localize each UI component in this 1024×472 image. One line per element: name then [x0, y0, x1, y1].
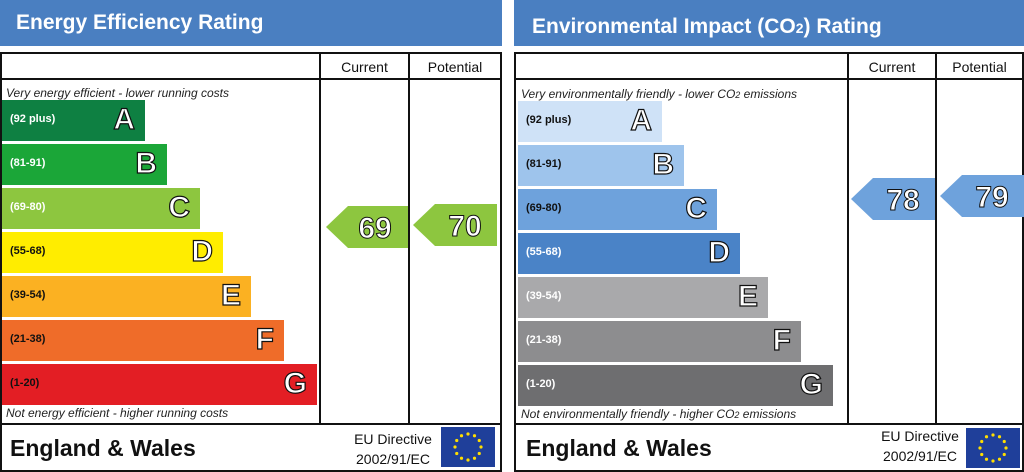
band-range: (1-20): [526, 378, 556, 390]
rating-band-g: (1-20) G: [518, 365, 833, 406]
potential-rating-value: 70: [448, 210, 481, 243]
rating-band-g: (1-20) G: [2, 364, 317, 405]
current-rating-arrow: 69: [326, 206, 408, 248]
band-range: (21-38): [10, 333, 46, 345]
band-range: (92 plus): [526, 114, 572, 126]
column-potential: Potential: [952, 59, 1007, 75]
current-rating-value: 69: [358, 212, 391, 245]
band-letter: G: [799, 367, 824, 401]
column-current: Current: [868, 59, 916, 75]
eu-directive-text: EU Directive 2002/91/EC: [881, 428, 959, 464]
band-letter: E: [220, 278, 241, 312]
band-range: (1-20): [10, 377, 40, 389]
eu-flag-icon: [441, 427, 495, 467]
footer-region: England & Wales: [10, 435, 196, 461]
band-range: (69-80): [526, 202, 562, 214]
rating-band-d: (55-68) D: [518, 233, 740, 274]
band-range: (21-38): [526, 334, 562, 346]
rating-band-d: (55-68) D: [2, 232, 223, 273]
environmental-impact-panel: Environmental Impact (CO2) Rating Curren…: [514, 0, 1024, 472]
band-letter: E: [737, 279, 758, 313]
rating-band-a: (92 plus) A: [518, 101, 662, 142]
band-letter: B: [135, 146, 158, 180]
band-range: (55-68): [10, 245, 46, 257]
rating-band-f: (21-38) F: [518, 321, 801, 362]
band-letter: B: [652, 147, 675, 181]
band-letter: D: [191, 234, 214, 268]
potential-rating-value: 79: [975, 181, 1008, 214]
band-range: (69-80): [10, 201, 46, 213]
panel-title: Energy Efficiency Rating: [0, 0, 502, 46]
rating-band-c: (69-80) C: [2, 188, 200, 229]
top-note: Very energy efficient - lower running co…: [6, 86, 229, 100]
rating-band-e: (39-54) E: [2, 276, 251, 317]
potential-rating-arrow: 70: [413, 204, 497, 246]
panel-title: Environmental Impact (CO2) Rating: [514, 0, 1024, 46]
current-rating-arrow: 78: [851, 178, 935, 220]
band-range: (39-54): [526, 290, 562, 302]
band-letter: A: [630, 103, 653, 137]
band-letter: F: [255, 322, 275, 356]
band-letter: D: [708, 235, 731, 269]
eu-flag-icon: [966, 428, 1020, 468]
rating-band-b: (81-91) B: [518, 145, 684, 186]
bottom-note: Not environmentally friendly - higher CO…: [521, 407, 797, 421]
column-current: Current: [341, 59, 388, 75]
band-range: (81-91): [526, 158, 562, 170]
eu-directive-text: EU Directive 2002/91/EC: [354, 431, 432, 467]
band-range: (92 plus): [10, 113, 56, 125]
band-letter: A: [113, 102, 136, 136]
rating-band-a: (92 plus) A: [2, 100, 145, 141]
bottom-note: Not energy efficient - higher running co…: [6, 406, 229, 420]
energy-efficiency-panel: Energy Efficiency Rating Current Potenti…: [0, 0, 502, 472]
band-letter: G: [283, 366, 308, 400]
band-range: (39-54): [10, 289, 46, 301]
band-letter: C: [168, 190, 191, 224]
column-potential: Potential: [427, 59, 483, 75]
rating-band-c: (69-80) C: [518, 189, 717, 230]
rating-band-f: (21-38) F: [2, 320, 284, 361]
current-rating-value: 78: [886, 184, 919, 217]
band-range: (55-68): [526, 246, 562, 258]
band-letter: F: [772, 323, 792, 357]
rating-band-e: (39-54) E: [518, 277, 768, 318]
band-letter: C: [685, 191, 708, 225]
footer-region: England & Wales: [526, 435, 712, 461]
top-note: Very environmentally friendly - lower CO…: [521, 87, 797, 101]
band-range: (81-91): [10, 157, 46, 169]
potential-rating-arrow: 79: [940, 175, 1024, 217]
rating-band-b: (81-91) B: [2, 144, 167, 185]
